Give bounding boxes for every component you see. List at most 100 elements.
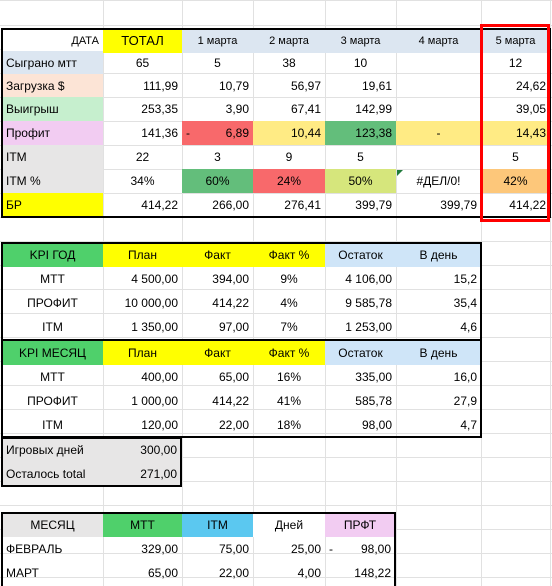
header-day-4[interactable]: 4 марта — [396, 29, 481, 53]
kpi-month-profit-pct[interactable]: 41% — [276, 394, 302, 408]
months-header-profit[interactable]: ПРФТ — [325, 513, 395, 537]
kpi-year-label-mtt[interactable]: МТТ — [40, 272, 65, 286]
kpi-year-mtt-per-day[interactable]: 15,2 — [453, 272, 477, 286]
profit-total[interactable]: 141,36 — [141, 126, 178, 140]
kpi-month-profit-fact[interactable]: 414,22 — [212, 394, 249, 408]
kpi-month-mtt-pct[interactable]: 16% — [276, 370, 302, 384]
row-label-win[interactable]: Выигрыш — [2, 97, 103, 121]
kpi-month-profit-per-day[interactable]: 27,9 — [453, 394, 477, 408]
kpi-month-title[interactable]: KPI МЕСЯЦ — [2, 341, 103, 365]
profit-day-4[interactable]: - — [396, 121, 481, 145]
kpi-year-itm-rest[interactable]: 1 253,00 — [345, 320, 392, 334]
itm-pct-day-1[interactable]: 60% — [182, 169, 253, 193]
itm-day-5[interactable]: 5 — [512, 150, 519, 164]
kpi-year-rest-header[interactable]: Остаток — [325, 243, 396, 267]
itm-pct-total[interactable]: 34% — [130, 174, 155, 188]
br-day-3[interactable]: 399,79 — [355, 198, 392, 212]
row-label-itm[interactable]: ITM — [2, 145, 103, 169]
label-remaining-total[interactable]: Осталось total — [2, 462, 103, 486]
months-header-month[interactable]: МЕСЯЦ — [2, 513, 103, 537]
played-day-2[interactable]: 38 — [282, 56, 296, 70]
played-day-3[interactable]: 10 — [353, 56, 368, 70]
kpi-month-rest-header[interactable]: Остаток — [325, 341, 396, 365]
kpi-month-per-day-header[interactable]: В день — [396, 341, 481, 365]
load-day-1[interactable]: 10,79 — [218, 79, 249, 93]
load-day-2[interactable]: 56,97 — [290, 79, 321, 93]
value-game-days[interactable]: 300,00 — [103, 438, 181, 462]
itm-pct-day-3[interactable]: 50% — [325, 169, 396, 193]
kpi-month-fact-header[interactable]: Факт — [182, 341, 253, 365]
header-day-5[interactable]: 5 марта — [481, 29, 550, 53]
itm-day-3[interactable]: 5 — [357, 150, 364, 164]
load-day-5[interactable]: 24,62 — [515, 79, 546, 93]
month-mar-mtt[interactable]: 65,00 — [147, 566, 178, 580]
kpi-year-profit-fact[interactable]: 414,22 — [212, 296, 249, 310]
played-day-1[interactable]: 5 — [214, 56, 221, 70]
month-feb-itm[interactable]: 75,00 — [218, 542, 249, 556]
kpi-year-title[interactable]: KPI ГОД — [2, 243, 103, 267]
itm-day-4[interactable] — [396, 145, 481, 169]
kpi-year-itm-pct[interactable]: 7% — [280, 320, 298, 334]
played-total[interactable]: 65 — [135, 56, 150, 70]
itm-total[interactable]: 22 — [135, 150, 150, 164]
kpi-year-profit-plan[interactable]: 10 000,00 — [124, 296, 178, 310]
value-remaining-total[interactable]: 271,00 — [103, 462, 181, 486]
itm-pct-day-4[interactable]: #ДЕЛ/0! — [416, 174, 461, 188]
kpi-year-itm-fact[interactable]: 97,00 — [218, 320, 249, 334]
kpi-month-mtt-fact[interactable]: 65,00 — [218, 370, 249, 384]
month-mar-profit[interactable]: 148,22 — [354, 566, 391, 580]
month-mar-itm[interactable]: 22,00 — [218, 566, 249, 580]
row-label-profit[interactable]: Профит — [2, 121, 103, 145]
kpi-year-itm-per-day[interactable]: 4,6 — [460, 320, 477, 334]
month-name-feb[interactable]: ФЕВРАЛЬ — [6, 542, 63, 556]
kpi-month-itm-rest[interactable]: 98,00 — [361, 418, 392, 432]
label-game-days[interactable]: Игровых дней — [2, 438, 103, 462]
win-day-3[interactable]: 142,99 — [355, 102, 392, 116]
kpi-month-mtt-per-day[interactable]: 16,0 — [453, 370, 477, 384]
kpi-year-per-day-header[interactable]: В день — [396, 243, 481, 267]
profit-day-2[interactable]: 10,44 — [253, 121, 325, 145]
profit-day-3[interactable]: 123,38 — [325, 121, 396, 145]
kpi-year-mtt-fact[interactable]: 394,00 — [212, 272, 249, 286]
month-feb-profit[interactable]: - 98,00 — [325, 537, 395, 561]
br-total[interactable]: 414,22 — [141, 198, 178, 212]
win-total[interactable]: 253,35 — [141, 102, 178, 116]
kpi-month-itm-pct[interactable]: 18% — [276, 418, 302, 432]
kpi-year-pct-header[interactable]: Факт % — [253, 243, 325, 267]
kpi-month-label-itm[interactable]: ITM — [42, 418, 63, 432]
header-day-3[interactable]: 3 марта — [325, 29, 396, 53]
row-label-played[interactable]: Сыграно мтт — [2, 51, 103, 75]
load-day-3[interactable]: 19,61 — [361, 79, 392, 93]
itm-pct-day-5[interactable]: 42% — [481, 169, 550, 193]
header-date-label[interactable]: ДАТА — [2, 29, 103, 53]
load-total[interactable]: 111,99 — [143, 79, 178, 93]
row-label-br[interactable]: БР — [2, 193, 103, 217]
header-day-2[interactable]: 2 марта — [253, 29, 325, 53]
kpi-year-profit-rest[interactable]: 9 585,78 — [345, 296, 392, 310]
months-header-mtt[interactable]: МТТ — [103, 513, 182, 537]
win-day-2[interactable]: 67,41 — [290, 102, 321, 116]
kpi-month-pct-header[interactable]: Факт % — [253, 341, 325, 365]
br-day-2[interactable]: 276,41 — [284, 198, 321, 212]
kpi-year-plan-header[interactable]: План — [103, 243, 182, 267]
win-day-5[interactable]: 39,05 — [515, 102, 546, 116]
br-day-4[interactable]: 399,79 — [440, 198, 477, 212]
kpi-month-itm-plan[interactable]: 120,00 — [141, 418, 178, 432]
kpi-year-mtt-pct[interactable]: 9% — [280, 272, 298, 286]
kpi-year-mtt-rest[interactable]: 4 106,00 — [345, 272, 392, 286]
months-header-itm[interactable]: ITM — [182, 513, 253, 537]
row-label-itm-pct[interactable]: ITM % — [2, 169, 103, 193]
header-total[interactable]: ТОТАЛ — [103, 29, 182, 53]
months-header-days[interactable]: Дней — [253, 513, 325, 537]
win-day-4[interactable] — [396, 97, 481, 121]
month-name-mar[interactable]: МАРТ — [6, 566, 39, 580]
kpi-month-itm-fact[interactable]: 22,00 — [218, 418, 249, 432]
kpi-month-mtt-rest[interactable]: 335,00 — [355, 370, 392, 384]
profit-day-5[interactable]: 14,43 — [481, 121, 550, 145]
kpi-year-itm-plan[interactable]: 1 350,00 — [131, 320, 178, 334]
kpi-year-label-itm[interactable]: ITM — [42, 320, 63, 334]
month-mar-days[interactable]: 4,00 — [297, 566, 321, 580]
itm-day-2[interactable]: 9 — [285, 150, 293, 164]
kpi-month-profit-rest[interactable]: 585,78 — [355, 394, 392, 408]
kpi-month-label-profit[interactable]: ПРОФИТ — [27, 394, 78, 408]
